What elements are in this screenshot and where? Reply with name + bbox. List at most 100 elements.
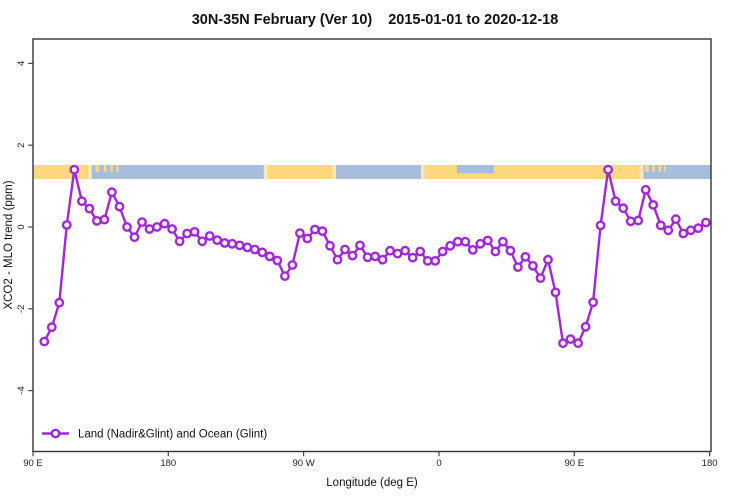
data-point <box>54 297 65 308</box>
island-band <box>645 165 649 172</box>
data-point <box>655 220 666 231</box>
data-point <box>610 196 621 207</box>
x-tick-label: 180 <box>160 458 176 469</box>
data-point <box>249 244 260 255</box>
data-point <box>550 287 561 298</box>
data-point <box>197 236 208 247</box>
legend: Land (Nadir&Glint) and Ocean (Glint) <box>42 429 267 441</box>
data-point <box>219 238 230 248</box>
land-band <box>267 165 333 179</box>
data-point <box>595 220 606 231</box>
data-point <box>347 250 358 261</box>
data-point <box>174 236 185 247</box>
chart-title: 30N-35N February (Ver 10) 2015-01-01 to 2… <box>192 12 559 28</box>
data-point <box>573 338 583 349</box>
data-point <box>460 236 471 247</box>
data-point <box>505 245 516 256</box>
data-point <box>633 215 644 226</box>
data-point <box>137 217 147 228</box>
data-point <box>528 260 538 271</box>
data-point <box>46 322 57 333</box>
data-point <box>603 164 613 175</box>
x-tick-label: 90 E <box>23 458 43 469</box>
data-point <box>92 215 102 226</box>
data-series <box>39 164 711 349</box>
data-point <box>513 262 523 272</box>
data-point <box>152 222 162 232</box>
coast-band <box>87 165 92 179</box>
data-point <box>340 244 350 255</box>
data-point <box>242 242 253 253</box>
data-point <box>182 228 193 239</box>
sea-notch <box>457 165 494 174</box>
data-point <box>159 218 170 229</box>
coast-band <box>332 165 336 179</box>
data-point <box>400 245 410 256</box>
data-point <box>77 196 87 207</box>
data-point <box>302 233 313 244</box>
x-tick-label: 180 <box>702 458 718 469</box>
data-point <box>580 321 591 332</box>
x-axis-label: Longitude (deg E) <box>326 477 418 489</box>
data-point <box>392 248 403 259</box>
data-point <box>189 226 200 237</box>
data-point <box>204 231 215 241</box>
data-point <box>475 238 486 249</box>
data-point <box>272 255 283 266</box>
data-point <box>482 235 493 246</box>
data-point <box>558 338 568 349</box>
island-band <box>658 165 661 172</box>
island-band <box>116 165 119 172</box>
data-point <box>332 254 343 265</box>
data-point <box>452 236 463 247</box>
data-point <box>257 247 268 258</box>
data-point <box>279 271 290 281</box>
data-point <box>69 164 80 175</box>
data-point <box>355 240 365 251</box>
data-point <box>385 245 395 256</box>
data-point <box>287 260 298 270</box>
data-point <box>61 220 72 230</box>
data-point <box>377 254 388 265</box>
data-point <box>430 255 441 266</box>
island-band <box>110 165 113 172</box>
data-point <box>294 228 305 239</box>
plot-border <box>32 38 712 453</box>
data-point <box>309 224 320 235</box>
data-point <box>445 240 456 251</box>
y-tick-label: 0 <box>16 224 27 229</box>
data-point <box>648 199 659 210</box>
data-point <box>129 232 140 243</box>
data-point <box>535 273 546 283</box>
data-point <box>422 255 433 266</box>
x-axis-ticks: 90 E 180 90 W 0 90 E 180 <box>23 451 718 469</box>
y-tick-label: 4 <box>16 61 27 66</box>
data-point <box>212 235 223 246</box>
data-point <box>114 201 125 212</box>
data-point <box>618 203 629 214</box>
data-point <box>670 214 681 225</box>
data-point <box>685 225 696 236</box>
land-band <box>33 165 88 179</box>
island-band <box>103 165 107 172</box>
data-point <box>701 217 711 228</box>
data-point <box>144 224 155 234</box>
data-point <box>640 184 651 195</box>
chart-title-right: 2015-01-01 to 2020-12-18 <box>388 12 558 28</box>
y-axis-ticks: 4 2 0 -2 -4 <box>16 61 33 395</box>
data-point <box>490 246 501 257</box>
y-tick-label: -4 <box>16 386 27 394</box>
legend-label: Land (Nadir&Glint) and Ocean (Glint) <box>78 429 267 441</box>
data-point <box>325 240 335 251</box>
y-axis-label: XCO2 - MLO trend (ppm) <box>3 180 15 309</box>
data-point <box>437 246 448 257</box>
coast-band <box>263 165 268 179</box>
data-point <box>520 251 531 262</box>
data-point <box>370 251 380 262</box>
coast-band <box>639 165 644 179</box>
x-tick-label: 90 E <box>565 458 585 469</box>
data-point <box>588 297 598 308</box>
map-strip <box>33 165 711 179</box>
